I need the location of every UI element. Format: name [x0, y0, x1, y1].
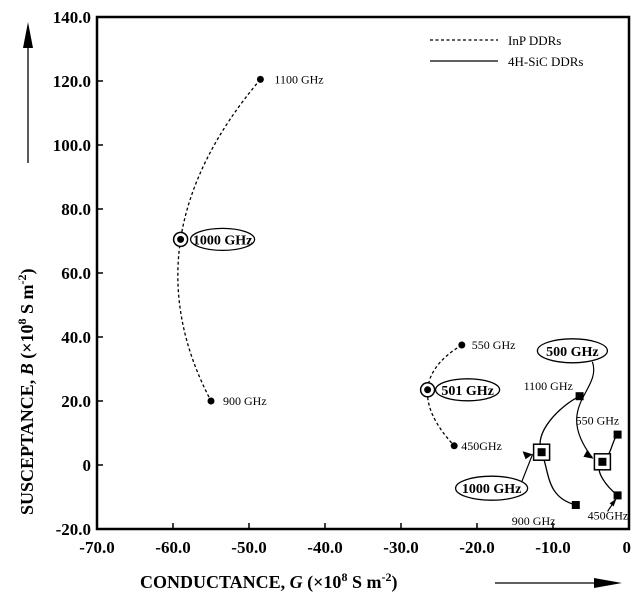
y-tick-label: -20.0 [56, 520, 91, 539]
optimum-label: 501 GHz [441, 384, 494, 399]
inp-marker [177, 235, 185, 243]
y-tick-label: 0 [83, 456, 92, 475]
inp-marker [458, 341, 466, 349]
optimum-label: 500 GHz [546, 345, 599, 360]
sic-marker [571, 501, 580, 509]
y-axis-title-group: SUSCEPTANCE, B (×108 S m-2) [15, 22, 38, 515]
sic-marker [537, 448, 546, 457]
inp-marker [450, 442, 458, 450]
frequency-label: 900 GHz [512, 514, 556, 528]
optimum-label: 1000 GHz [193, 233, 253, 248]
x-tick-label: -60.0 [155, 538, 190, 557]
optimum-ellipse [189, 227, 256, 252]
frequency-label: 1100 GHz [524, 379, 573, 393]
callout-arrow-head [522, 451, 533, 460]
frequency-label: 1100 GHz [274, 72, 323, 86]
y-tick-label: 20.0 [61, 392, 91, 411]
data-markers [172, 75, 622, 509]
optimum-ellipse [434, 378, 501, 402]
optimum-callouts: 1000 GHz 501 GHz 1000 GHz 500 GHz [189, 227, 617, 512]
inp-marker [207, 397, 215, 405]
legend-label-inp: InP DDRs [508, 33, 561, 48]
sic-marker [613, 491, 622, 500]
y-tick-label: 140.0 [53, 8, 91, 27]
frequency-label: 900 GHz [223, 394, 267, 408]
y-tick-label: 40.0 [61, 328, 91, 347]
y-tick-label: 100.0 [53, 136, 91, 155]
x-axis-title: CONDUCTANCE, G (×108 S m-2) [140, 570, 397, 593]
callout-arrow-line [521, 453, 534, 483]
x-tick-label: -50.0 [231, 538, 266, 557]
x-tick-label: -10.0 [535, 538, 570, 557]
sic-marker [613, 430, 622, 439]
sic-marker [575, 392, 584, 401]
y-tick-label: 60.0 [61, 264, 91, 283]
frequency-label: 450GHz [461, 439, 502, 453]
frequency-label: 550 GHz [576, 414, 620, 428]
legend: InP DDRs 4H-SiC DDRs [430, 33, 584, 69]
inp-curve [426, 344, 463, 447]
x-axis-ticks: -70.0 -60.0 -50.0 -40.0 -30.0 -20.0 -10.0 0 [79, 523, 631, 557]
x-tick-label: -70.0 [79, 538, 114, 557]
optimum-ellipse [454, 475, 529, 501]
callout-arrow-head [583, 449, 594, 459]
x-axis-arrow-head [594, 578, 622, 588]
x-tick-label: -40.0 [307, 538, 342, 557]
y-axis-ticks: 140.0 120.0 100.0 80.0 60.0 40.0 20.0 0 -20.0 [53, 8, 103, 539]
data-curves [177, 78, 619, 506]
inp-marker [256, 75, 264, 83]
y-tick-label: 120.0 [53, 72, 91, 91]
optimum-label: 1000 GHz [462, 482, 522, 497]
sic-marker [598, 457, 607, 466]
y-tick-label: 80.0 [61, 200, 91, 219]
label-pointer-head [609, 498, 617, 507]
x-tick-label: -30.0 [383, 538, 418, 557]
inp-marker [424, 386, 432, 394]
x-tick-label: -20.0 [459, 538, 494, 557]
frequency-label: 550 GHz [472, 338, 516, 352]
data-labels: 1100 GHz 900 GHz 550 GHz 450GHz 1100 GHz 900 … [223, 72, 628, 528]
optimum-ellipse [536, 338, 609, 364]
frequency-label: 450GHz [588, 508, 629, 522]
x-tick-label: 0 [623, 538, 632, 557]
callout-arrow-line [576, 361, 595, 459]
legend-label-sic: 4H-SiC DDRs [508, 54, 584, 69]
x-axis-title-group: CONDUCTANCE, G (×108 S m-2) [140, 570, 622, 593]
y-axis-arrow-head [23, 22, 33, 48]
y-axis-title: SUSCEPTANCE, B (×108 S m-2) [15, 269, 38, 516]
